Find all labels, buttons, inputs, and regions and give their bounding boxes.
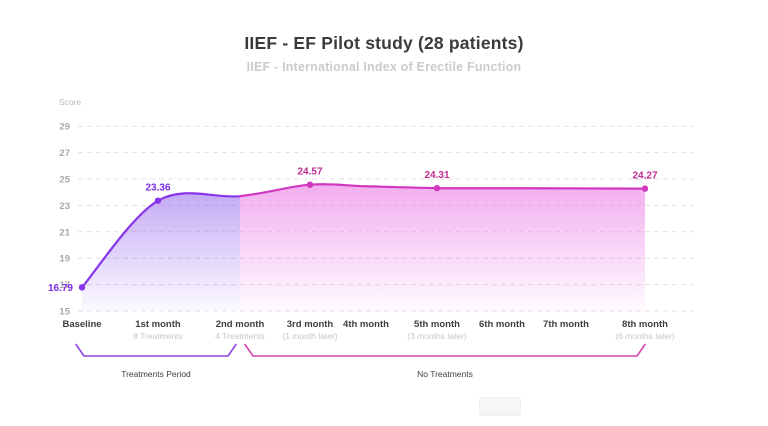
data-point[interactable]	[78, 284, 86, 291]
x-tick-label: Baseline	[62, 319, 101, 330]
x-tick-label: 5th month	[414, 319, 460, 330]
chart-title: IIEF - EF Pilot study (28 patients)	[244, 33, 524, 53]
y-tick-label: 19	[59, 254, 70, 265]
watermark-badge[interactable]	[479, 397, 521, 416]
x-tick-sublabel: (1 month later)	[282, 331, 337, 341]
data-point-label: 23.36	[145, 183, 170, 194]
y-tick-label: 15	[59, 307, 70, 318]
x-tick-label: 6th month	[479, 319, 525, 330]
y-tick-label: 17	[59, 280, 70, 291]
period-bracket-treatments	[75, 343, 237, 357]
y-tick-label: 23	[59, 201, 70, 212]
period-bracket-label: Treatments Period	[121, 369, 191, 379]
x-tick-label: 4th month	[343, 319, 389, 330]
y-tick-label: 21	[59, 227, 70, 238]
data-point-label: 16.79	[48, 283, 73, 294]
x-tick-label: 8th month	[622, 319, 668, 330]
y-tick-label: 27	[59, 148, 70, 159]
area-no-treatments	[240, 184, 645, 311]
data-point[interactable]	[306, 181, 314, 188]
x-tick-label: 7th month	[543, 319, 589, 330]
data-point-label: 24.27	[632, 171, 657, 182]
period-bracket-no-treatments	[244, 343, 646, 357]
x-tick-sublabel: 4 Treatments	[215, 331, 265, 341]
x-tick-sublabel: (3 months later)	[407, 331, 467, 341]
x-tick-sublabel: 8 Treatments	[133, 331, 183, 341]
chart-header: IIEF - EF Pilot study (28 patients) IIEF…	[0, 33, 768, 74]
x-tick-sublabel: (6 months later)	[615, 331, 675, 341]
x-tick-label: 1st month	[135, 319, 181, 330]
data-point[interactable]	[433, 184, 441, 192]
data-point-label: 24.57	[297, 167, 322, 178]
y-axis-title: Score	[59, 97, 81, 107]
data-point[interactable]	[154, 197, 162, 204]
y-tick-label: 29	[59, 122, 70, 133]
x-tick-label: 2nd month	[216, 319, 265, 330]
period-bracket-label: No Treatments	[417, 369, 473, 379]
y-tick-label: 25	[59, 175, 70, 186]
x-tick-label: 3rd month	[287, 319, 334, 330]
data-point-label: 24.31	[424, 170, 449, 181]
chart-subtitle: IIEF - International Index of Erectile F…	[246, 60, 522, 74]
data-point[interactable]	[641, 185, 649, 192]
area-treatments	[82, 193, 240, 311]
